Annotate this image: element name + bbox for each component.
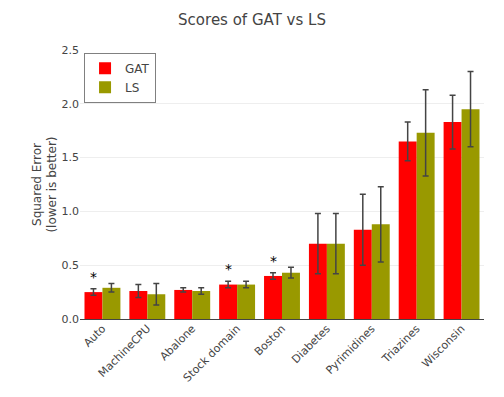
svg-text:Abalone: Abalone bbox=[157, 322, 198, 363]
svg-text:GAT: GAT bbox=[125, 62, 150, 76]
svg-text:*: * bbox=[225, 261, 232, 277]
svg-text:Pyrimidines: Pyrimidines bbox=[323, 322, 378, 377]
svg-text:Triazines: Triazines bbox=[379, 322, 423, 366]
svg-text:2.0: 2.0 bbox=[62, 98, 80, 111]
svg-text:2.5: 2.5 bbox=[62, 44, 80, 57]
svg-text:Scores of GAT vs LS: Scores of GAT vs LS bbox=[178, 11, 326, 29]
svg-text:Diabetes: Diabetes bbox=[289, 322, 333, 366]
svg-text:0.5: 0.5 bbox=[62, 259, 80, 272]
svg-text:Wisconsin: Wisconsin bbox=[420, 322, 468, 370]
svg-text:*: * bbox=[270, 253, 277, 269]
svg-text:Squared Error(lower is better): Squared Error(lower is better) bbox=[30, 136, 60, 232]
svg-text:LS: LS bbox=[125, 81, 139, 95]
svg-text:1.0: 1.0 bbox=[62, 205, 80, 218]
svg-text:Stock domain: Stock domain bbox=[181, 322, 243, 384]
svg-text:1.5: 1.5 bbox=[62, 151, 80, 164]
svg-text:Boston: Boston bbox=[252, 322, 288, 358]
svg-text:Auto: Auto bbox=[81, 322, 108, 349]
svg-text:MachineCPU: MachineCPU bbox=[96, 322, 154, 380]
svg-text:*: * bbox=[90, 269, 97, 285]
svg-text:0.0: 0.0 bbox=[62, 313, 80, 326]
